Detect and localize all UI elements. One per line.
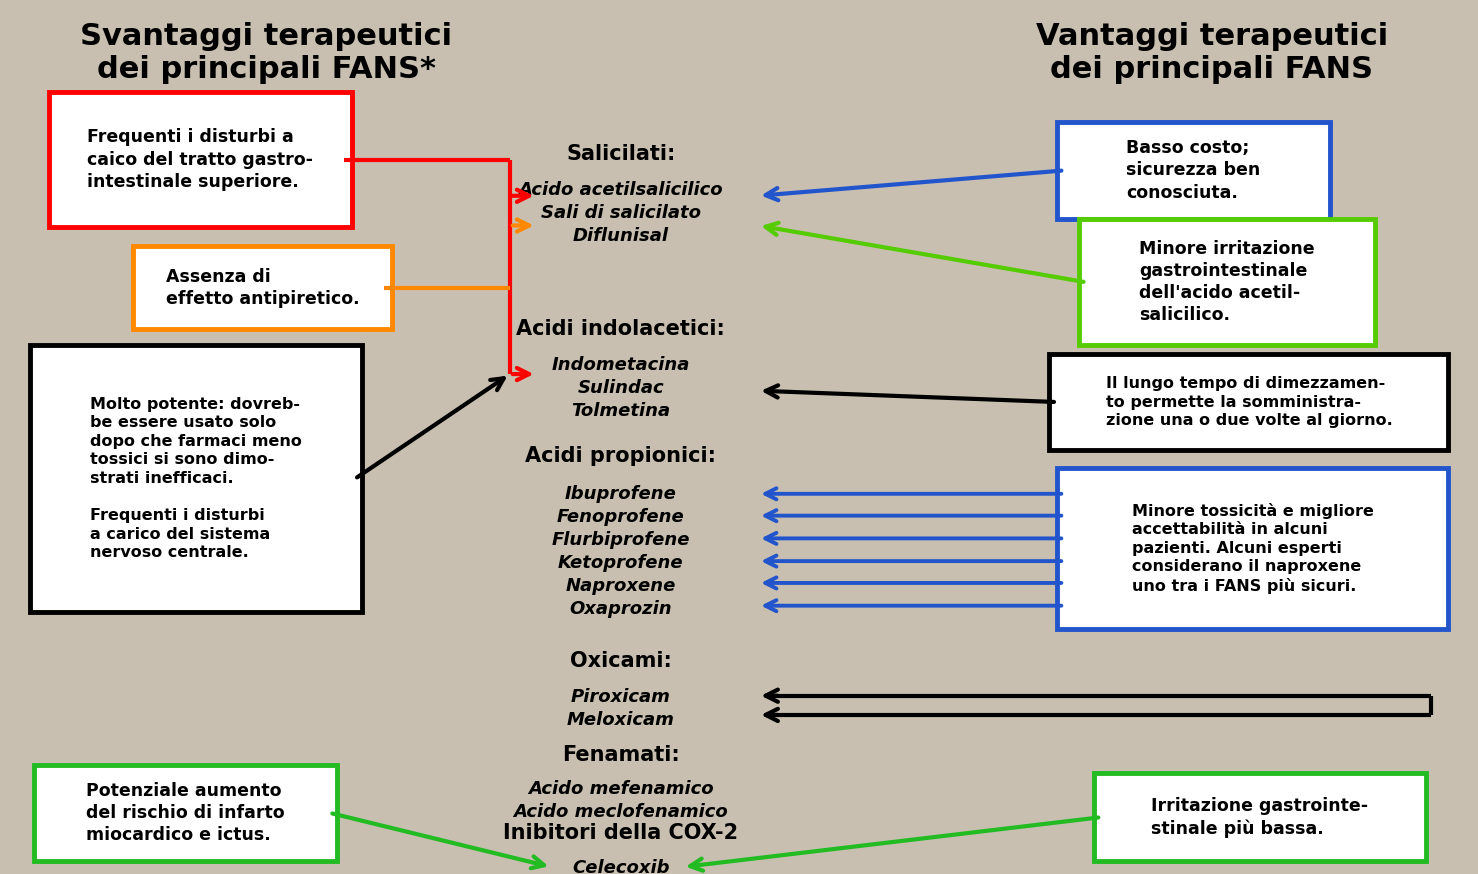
- Text: Acidi indolacetici:: Acidi indolacetici:: [516, 319, 726, 339]
- Text: Acido mefenamico
Acido meclofenamico: Acido mefenamico Acido meclofenamico: [513, 780, 729, 822]
- Text: Acido acetilsalicilico
Sali di salicilato
Diflunisal: Acido acetilsalicilico Sali di salicilat…: [519, 181, 723, 245]
- Text: Irritazione gastrointe-
stinale più bassa.: Irritazione gastrointe- stinale più bass…: [1151, 797, 1369, 837]
- Text: Molto potente: dovreb-
be essere usato solo
dopo che farmaci meno
tossici si son: Molto potente: dovreb- be essere usato s…: [90, 397, 302, 560]
- FancyBboxPatch shape: [1094, 773, 1426, 861]
- Text: Salicilati:: Salicilati:: [566, 144, 675, 164]
- Text: Fenamati:: Fenamati:: [562, 745, 680, 765]
- FancyBboxPatch shape: [1057, 468, 1448, 629]
- Text: Assenza di
effetto antipiretico.: Assenza di effetto antipiretico.: [166, 268, 359, 308]
- Text: Frequenti i disturbi a
caico del tratto gastro-
intestinale superiore.: Frequenti i disturbi a caico del tratto …: [87, 128, 313, 191]
- Text: Basso costo;
sicurezza ben
conosciuta.: Basso costo; sicurezza ben conosciuta.: [1126, 139, 1261, 202]
- Text: Piroxicam
Meloxicam: Piroxicam Meloxicam: [568, 688, 674, 729]
- FancyBboxPatch shape: [30, 345, 362, 612]
- Text: Inibitori della COX-2: Inibitori della COX-2: [503, 823, 739, 843]
- Text: Minore irritazione
gastrointestinale
dell'acido acetil-
salicilico.: Minore irritazione gastrointestinale del…: [1140, 239, 1314, 324]
- Text: Il lungo tempo di dimezzamen-
to permette la somministra-
zione una o due volte : Il lungo tempo di dimezzamen- to permett…: [1106, 376, 1392, 428]
- FancyBboxPatch shape: [133, 246, 392, 329]
- FancyBboxPatch shape: [1057, 122, 1330, 218]
- FancyBboxPatch shape: [1049, 354, 1448, 450]
- FancyBboxPatch shape: [49, 92, 352, 227]
- Text: Celecoxib: Celecoxib: [572, 859, 670, 874]
- Text: Oxicami:: Oxicami:: [571, 651, 671, 671]
- Text: Acidi propionici:: Acidi propionici:: [525, 446, 717, 466]
- FancyBboxPatch shape: [1079, 218, 1375, 345]
- Text: Minore tossicità e migliore
accettabilità in alcuni
pazienti. Alcuni esperti
con: Minore tossicità e migliore accettabilit…: [1132, 503, 1373, 594]
- Text: Ibuprofene
Fenoprofene
Flurbiprofene
Ketoprofene
Naproxene
Oxaprozin: Ibuprofene Fenoprofene Flurbiprofene Ket…: [551, 485, 690, 618]
- FancyBboxPatch shape: [34, 765, 337, 861]
- Text: Indometacina
Sulindac
Tolmetina: Indometacina Sulindac Tolmetina: [551, 356, 690, 420]
- Text: Vantaggi terapeutici
dei principali FANS: Vantaggi terapeutici dei principali FANS: [1036, 22, 1388, 85]
- Text: Potenziale aumento
del rischio di infarto
miocardico e ictus.: Potenziale aumento del rischio di infart…: [86, 781, 285, 844]
- Text: Svantaggi terapeutici
dei principali FANS*: Svantaggi terapeutici dei principali FAN…: [80, 22, 452, 85]
